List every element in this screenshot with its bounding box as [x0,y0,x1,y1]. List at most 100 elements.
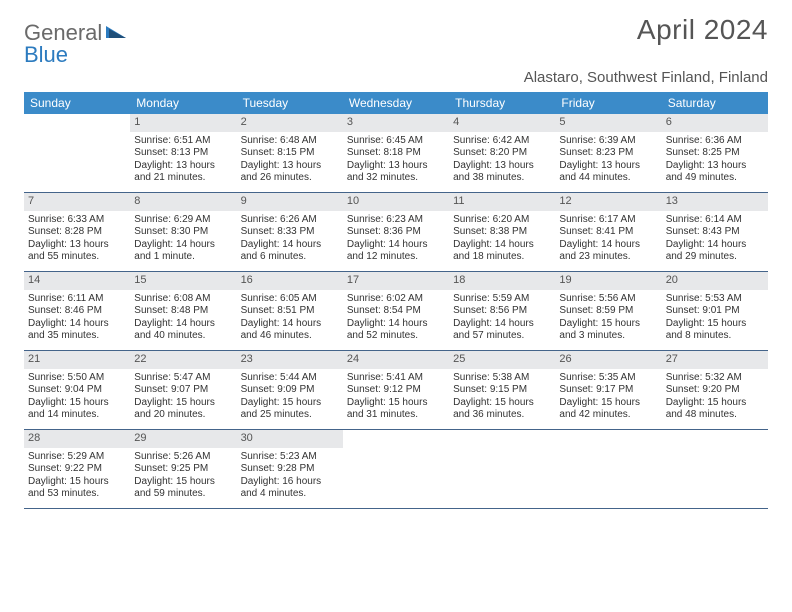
week-row: 1 Sunrise: 6:51 AM Sunset: 8:13 PM Daylig… [24,114,768,193]
day-number: 23 [237,351,343,369]
day-number: 15 [130,272,236,290]
day-header: Monday [130,92,236,114]
day-details: Sunrise: 5:32 AM Sunset: 9:20 PM Dayligh… [666,372,764,422]
day-number: 27 [662,351,768,369]
day-cell: 19Sunrise: 5:56 AM Sunset: 8:59 PM Dayli… [555,272,661,350]
logo-triangle-icon [106,23,126,44]
day-details: Sunrise: 6:26 AM Sunset: 8:33 PM Dayligh… [241,214,339,264]
day-number: 18 [449,272,555,290]
day-cell: 24Sunrise: 5:41 AM Sunset: 9:12 PM Dayli… [343,351,449,429]
header-row: General April 2024 [24,14,768,46]
day-details: Sunrise: 6:14 AM Sunset: 8:43 PM Dayligh… [666,214,764,264]
empty-cell [555,430,661,508]
week-row: 14 Sunrise: 6:11 AM Sunset: 8:46 PM Dayli… [24,272,768,351]
week-row: 7 Sunrise: 6:33 AM Sunset: 8:28 PM Daylig… [24,193,768,272]
day-number: 26 [555,351,661,369]
day-details: Sunrise: 5:41 AM Sunset: 9:12 PM Dayligh… [347,372,445,422]
day-cell: 3 Sunrise: 6:45 AM Sunset: 8:18 PM Daylig… [343,114,449,192]
day-number: 8 [130,193,236,211]
day-number: 14 [24,272,130,290]
week-row: 21 Sunrise: 5:50 AM Sunset: 9:04 PM Dayli… [24,351,768,430]
day-details: Sunrise: 6:45 AM Sunset: 8:18 PM Dayligh… [347,135,445,185]
day-cell: 5 Sunrise: 6:39 AM Sunset: 8:23 PM Daylig… [555,114,661,192]
day-details: Sunrise: 6:36 AM Sunset: 8:25 PM Dayligh… [666,135,764,185]
day-details: Sunrise: 5:50 AM Sunset: 9:04 PM Dayligh… [28,372,126,422]
day-number: 22 [130,351,236,369]
day-number: 19 [555,272,661,290]
day-number: 3 [343,114,449,132]
day-header: Friday [555,92,661,114]
day-cell: 9Sunrise: 6:26 AM Sunset: 8:33 PM Daylig… [237,193,343,271]
day-cell: 1 Sunrise: 6:51 AM Sunset: 8:13 PM Daylig… [130,114,236,192]
day-cell: 30Sunrise: 5:23 AM Sunset: 9:28 PM Dayli… [237,430,343,508]
day-cell: 4 Sunrise: 6:42 AM Sunset: 8:20 PM Daylig… [449,114,555,192]
day-cell: 8 Sunrise: 6:29 AM Sunset: 8:30 PM Daylig… [130,193,236,271]
location-subtitle: Alastaro, Southwest Finland, Finland [24,69,768,86]
day-details: Sunrise: 6:48 AM Sunset: 8:15 PM Dayligh… [241,135,339,185]
day-details: Sunrise: 6:39 AM Sunset: 8:23 PM Dayligh… [559,135,657,185]
day-cell: 16 Sunrise: 6:05 AM Sunset: 8:51 PM Dayli… [237,272,343,350]
day-number: 17 [343,272,449,290]
day-details: Sunrise: 5:38 AM Sunset: 9:15 PM Dayligh… [453,372,551,422]
day-cell: 2 Sunrise: 6:48 AM Sunset: 8:15 PM Daylig… [237,114,343,192]
day-number: 4 [449,114,555,132]
day-cell: 26 Sunrise: 5:35 AM Sunset: 9:17 PM Dayli… [555,351,661,429]
day-details: Sunrise: 5:23 AM Sunset: 9:28 PM Dayligh… [241,451,339,501]
day-details: Sunrise: 5:35 AM Sunset: 9:17 PM Dayligh… [559,372,657,422]
day-number: 21 [24,351,130,369]
day-number: 6 [662,114,768,132]
day-header: Saturday [662,92,768,114]
calendar-grid: SundayMondayTuesdayWednesdayThursdayFrid… [24,92,768,509]
day-number: 25 [449,351,555,369]
calendar-page: General April 2024 Blue Alastaro, Southw… [0,0,792,509]
empty-cell [24,114,130,192]
day-header-row: SundayMondayTuesdayWednesdayThursdayFrid… [24,92,768,114]
day-cell: 29 Sunrise: 5:26 AM Sunset: 9:25 PM Dayli… [130,430,236,508]
day-cell: 17 Sunrise: 6:02 AM Sunset: 8:54 PM Dayli… [343,272,449,350]
day-cell: 21 Sunrise: 5:50 AM Sunset: 9:04 PM Dayli… [24,351,130,429]
day-details: Sunrise: 6:20 AM Sunset: 8:38 PM Dayligh… [453,214,551,264]
day-details: Sunrise: 6:42 AM Sunset: 8:20 PM Dayligh… [453,135,551,185]
day-details: Sunrise: 5:59 AM Sunset: 8:56 PM Dayligh… [453,293,551,343]
day-header: Wednesday [343,92,449,114]
day-details: Sunrise: 6:23 AM Sunset: 8:36 PM Dayligh… [347,214,445,264]
day-number: 1 [130,114,236,132]
empty-cell [343,430,449,508]
day-details: Sunrise: 6:11 AM Sunset: 8:46 PM Dayligh… [28,293,126,343]
day-cell: 15 Sunrise: 6:08 AM Sunset: 8:48 PM Dayli… [130,272,236,350]
day-cell: 6 Sunrise: 6:36 AM Sunset: 8:25 PM Daylig… [662,114,768,192]
day-cell: 23 Sunrise: 5:44 AM Sunset: 9:09 PM Dayli… [237,351,343,429]
day-cell: 13Sunrise: 6:14 AM Sunset: 8:43 PM Dayli… [662,193,768,271]
day-cell: 10 Sunrise: 6:23 AM Sunset: 8:36 PM Dayli… [343,193,449,271]
day-cell: 27 Sunrise: 5:32 AM Sunset: 9:20 PM Dayli… [662,351,768,429]
day-number: 10 [343,193,449,211]
day-details: Sunrise: 6:17 AM Sunset: 8:41 PM Dayligh… [559,214,657,264]
day-number: 11 [449,193,555,211]
logo-word-2: Blue [24,42,68,68]
day-number: 29 [130,430,236,448]
day-cell: 25 Sunrise: 5:38 AM Sunset: 9:15 PM Dayli… [449,351,555,429]
day-cell: 22Sunrise: 5:47 AM Sunset: 9:07 PM Dayli… [130,351,236,429]
day-header: Thursday [449,92,555,114]
day-details: Sunrise: 6:29 AM Sunset: 8:30 PM Dayligh… [134,214,232,264]
empty-cell [662,430,768,508]
day-cell: 11 Sunrise: 6:20 AM Sunset: 8:38 PM Dayli… [449,193,555,271]
day-details: Sunrise: 6:05 AM Sunset: 8:51 PM Dayligh… [241,293,339,343]
day-number: 2 [237,114,343,132]
day-details: Sunrise: 5:26 AM Sunset: 9:25 PM Dayligh… [134,451,232,501]
day-details: Sunrise: 6:02 AM Sunset: 8:54 PM Dayligh… [347,293,445,343]
day-details: Sunrise: 6:51 AM Sunset: 8:13 PM Dayligh… [134,135,232,185]
day-details: Sunrise: 6:33 AM Sunset: 8:28 PM Dayligh… [28,214,126,264]
day-cell: 7 Sunrise: 6:33 AM Sunset: 8:28 PM Daylig… [24,193,130,271]
day-details: Sunrise: 6:08 AM Sunset: 8:48 PM Dayligh… [134,293,232,343]
day-cell: 12Sunrise: 6:17 AM Sunset: 8:41 PM Dayli… [555,193,661,271]
day-number: 5 [555,114,661,132]
day-details: Sunrise: 5:44 AM Sunset: 9:09 PM Dayligh… [241,372,339,422]
day-header: Sunday [24,92,130,114]
day-details: Sunrise: 5:53 AM Sunset: 9:01 PM Dayligh… [666,293,764,343]
day-number: 7 [24,193,130,211]
day-cell: 14 Sunrise: 6:11 AM Sunset: 8:46 PM Dayli… [24,272,130,350]
title-block: April 2024 [637,14,768,46]
day-number: 16 [237,272,343,290]
day-cell: 20Sunrise: 5:53 AM Sunset: 9:01 PM Dayli… [662,272,768,350]
